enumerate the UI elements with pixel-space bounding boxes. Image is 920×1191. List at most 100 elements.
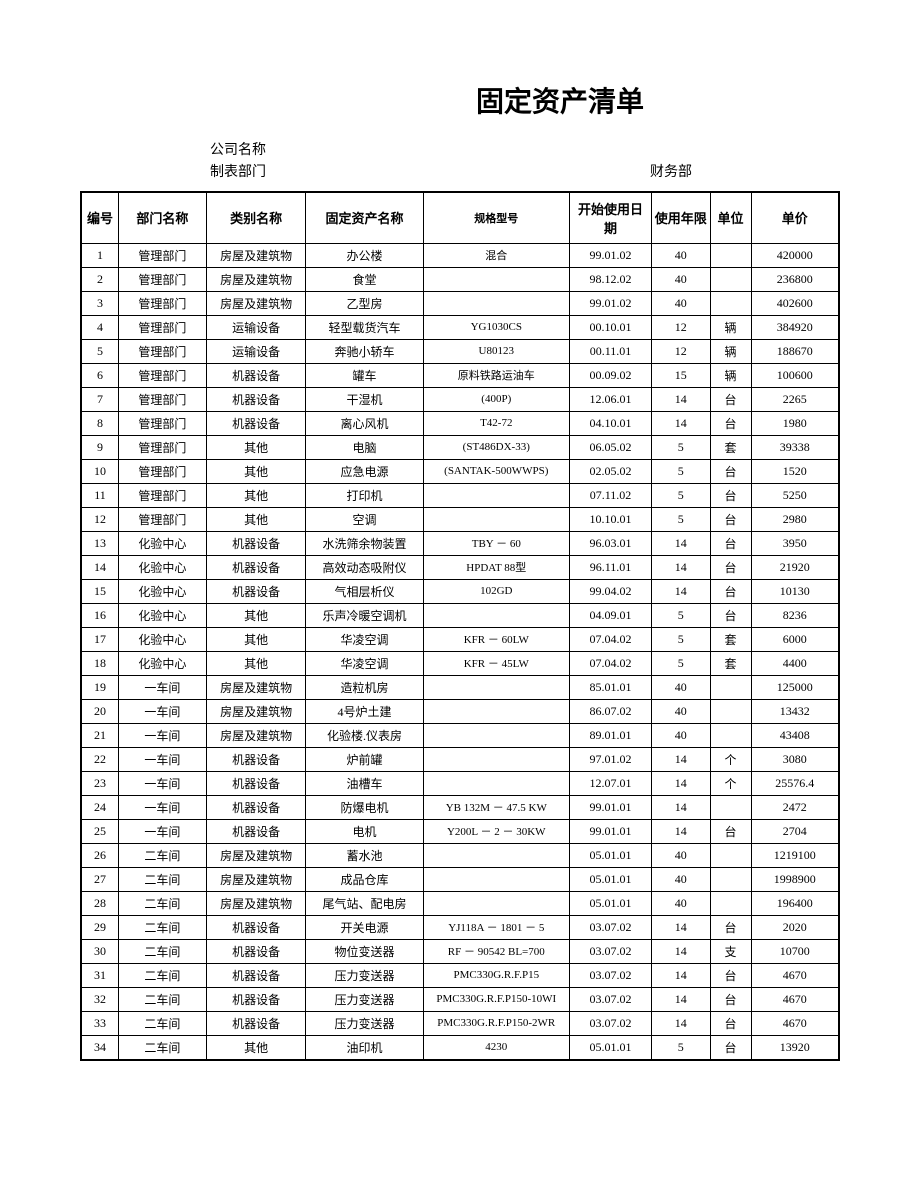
table-cell: 台 bbox=[710, 387, 751, 411]
table-row: 6管理部门机器设备罐车原料铁路运油车00.09.0215辆100600 bbox=[81, 363, 839, 387]
table-cell: 23 bbox=[81, 771, 118, 795]
table-cell: 13920 bbox=[751, 1035, 839, 1060]
table-cell bbox=[423, 699, 569, 723]
table-cell: 18 bbox=[81, 651, 118, 675]
table-cell: 15 bbox=[81, 579, 118, 603]
table-cell: 4230 bbox=[423, 1035, 569, 1060]
table-cell: (400P) bbox=[423, 387, 569, 411]
table-cell: 房屋及建筑物 bbox=[206, 867, 306, 891]
table-cell: 31 bbox=[81, 963, 118, 987]
company-label: 公司名称 bbox=[210, 140, 310, 162]
table-cell: 236800 bbox=[751, 267, 839, 291]
table-cell: 14 bbox=[652, 747, 711, 771]
table-cell: (SANTAK-500WWPS) bbox=[423, 459, 569, 483]
table-cell: 管理部门 bbox=[118, 435, 206, 459]
table-cell: 高效动态吸附仪 bbox=[306, 555, 423, 579]
table-cell: 14 bbox=[652, 531, 711, 555]
table-cell: 油印机 bbox=[306, 1035, 423, 1060]
table-cell: 原料铁路运油车 bbox=[423, 363, 569, 387]
table-cell: 27 bbox=[81, 867, 118, 891]
table-cell: 机器设备 bbox=[206, 363, 306, 387]
dept-value: 财务部 bbox=[650, 162, 692, 184]
table-cell: 二车间 bbox=[118, 1035, 206, 1060]
table-cell: 气相层析仪 bbox=[306, 579, 423, 603]
table-cell: 罐车 bbox=[306, 363, 423, 387]
table-cell: 机器设备 bbox=[206, 555, 306, 579]
table-cell: 机器设备 bbox=[206, 411, 306, 435]
table-cell: 5 bbox=[652, 1035, 711, 1060]
table-cell: 00.09.02 bbox=[570, 363, 652, 387]
table-cell: 房屋及建筑物 bbox=[206, 291, 306, 315]
table-cell: 14 bbox=[652, 411, 711, 435]
table-cell: 台 bbox=[710, 819, 751, 843]
table-cell: YG1030CS bbox=[423, 315, 569, 339]
table-cell: 14 bbox=[652, 939, 711, 963]
table-cell bbox=[423, 291, 569, 315]
table-cell: 房屋及建筑物 bbox=[206, 675, 306, 699]
table-cell: 机器设备 bbox=[206, 1011, 306, 1035]
table-cell: 化验中心 bbox=[118, 651, 206, 675]
table-cell: 5 bbox=[81, 339, 118, 363]
table-cell: PMC330G.R.F.P150-10WI bbox=[423, 987, 569, 1011]
table-cell: 5250 bbox=[751, 483, 839, 507]
table-cell: 1998900 bbox=[751, 867, 839, 891]
table-cell: 05.01.01 bbox=[570, 891, 652, 915]
table-cell: 化验中心 bbox=[118, 579, 206, 603]
table-cell: 物位变送器 bbox=[306, 939, 423, 963]
table-row: 15化验中心机器设备气相层析仪102GD99.04.0214台10130 bbox=[81, 579, 839, 603]
table-cell: 14 bbox=[652, 387, 711, 411]
table-cell: 成品仓库 bbox=[306, 867, 423, 891]
table-row: 13化验中心机器设备水洗筛余物装置TBY － 6096.03.0114台3950 bbox=[81, 531, 839, 555]
table-cell: 机器设备 bbox=[206, 795, 306, 819]
table-cell: 86.07.02 bbox=[570, 699, 652, 723]
table-cell: 打印机 bbox=[306, 483, 423, 507]
table-cell bbox=[423, 867, 569, 891]
table-cell: 10 bbox=[81, 459, 118, 483]
table-cell: 8236 bbox=[751, 603, 839, 627]
table-cell: 1520 bbox=[751, 459, 839, 483]
table-cell: 19 bbox=[81, 675, 118, 699]
table-cell: 420000 bbox=[751, 243, 839, 267]
table-row: 14化验中心机器设备高效动态吸附仪HPDAT 88型96.11.0114台219… bbox=[81, 555, 839, 579]
table-cell bbox=[423, 603, 569, 627]
table-cell: 5 bbox=[652, 435, 711, 459]
table-cell: 29 bbox=[81, 915, 118, 939]
table-cell: 离心风机 bbox=[306, 411, 423, 435]
table-cell: 14 bbox=[652, 795, 711, 819]
table-cell: 7 bbox=[81, 387, 118, 411]
table-cell: 20 bbox=[81, 699, 118, 723]
table-cell bbox=[710, 267, 751, 291]
table-cell: 台 bbox=[710, 603, 751, 627]
table-cell: 14 bbox=[81, 555, 118, 579]
table-cell: 9 bbox=[81, 435, 118, 459]
table-cell: 开关电源 bbox=[306, 915, 423, 939]
table-cell: 房屋及建筑物 bbox=[206, 723, 306, 747]
table-cell: 05.01.01 bbox=[570, 867, 652, 891]
table-cell: 40 bbox=[652, 291, 711, 315]
table-cell: 机器设备 bbox=[206, 939, 306, 963]
table-cell: 85.01.01 bbox=[570, 675, 652, 699]
table-cell: 99.01.02 bbox=[570, 243, 652, 267]
table-row: 7管理部门机器设备干湿机(400P)12.06.0114台2265 bbox=[81, 387, 839, 411]
table-cell: 33 bbox=[81, 1011, 118, 1035]
table-cell: 40 bbox=[652, 843, 711, 867]
table-cell: 99.01.01 bbox=[570, 795, 652, 819]
table-cell: 4670 bbox=[751, 987, 839, 1011]
col-price: 单价 bbox=[751, 192, 839, 244]
table-cell: 轻型载货汽车 bbox=[306, 315, 423, 339]
table-cell bbox=[710, 843, 751, 867]
table-cell: 03.07.02 bbox=[570, 915, 652, 939]
table-cell: 12.07.01 bbox=[570, 771, 652, 795]
header-info: 公司名称 制表部门 财务部 bbox=[210, 140, 840, 185]
table-cell: KFR － 45LW bbox=[423, 651, 569, 675]
table-cell: 机器设备 bbox=[206, 987, 306, 1011]
table-cell: 96.11.01 bbox=[570, 555, 652, 579]
table-cell: 402600 bbox=[751, 291, 839, 315]
table-row: 29二车间机器设备开关电源YJ118A － 1801 － 503.07.0214… bbox=[81, 915, 839, 939]
table-row: 17化验中心其他华凌空调KFR － 60LW07.04.025套6000 bbox=[81, 627, 839, 651]
table-cell bbox=[710, 723, 751, 747]
table-cell: 26 bbox=[81, 843, 118, 867]
table-cell: 其他 bbox=[206, 483, 306, 507]
table-cell: 15 bbox=[652, 363, 711, 387]
table-cell: 蓄水池 bbox=[306, 843, 423, 867]
